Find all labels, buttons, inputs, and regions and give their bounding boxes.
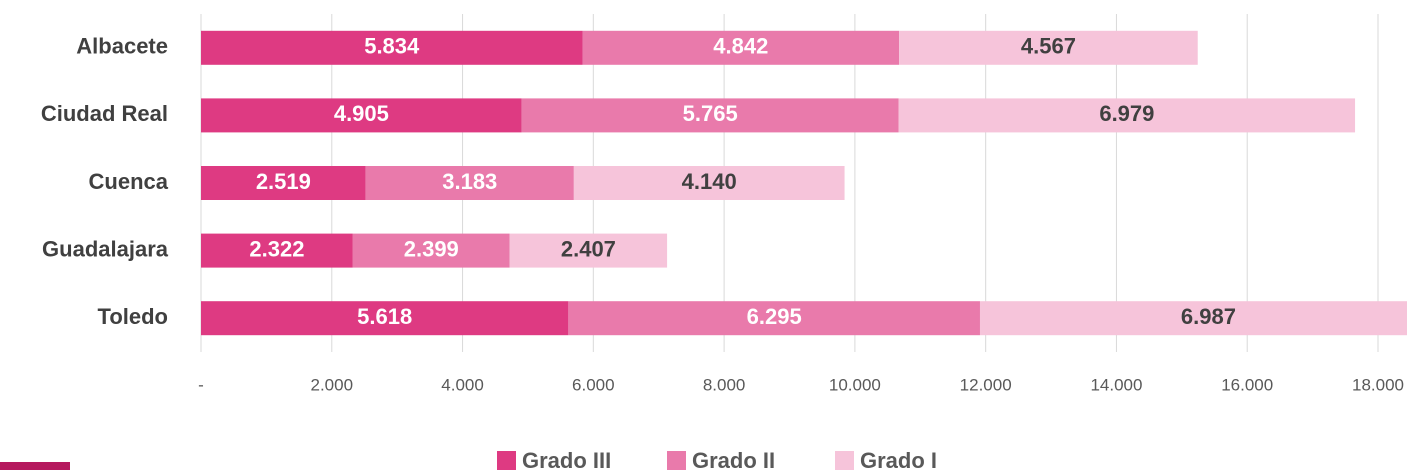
legend-label: Grado II: [692, 448, 775, 470]
data-label: 4.842: [713, 34, 768, 59]
legend-swatch: [497, 451, 516, 470]
category-label: Guadalajara: [42, 236, 169, 261]
data-label: 5.834: [364, 34, 420, 59]
data-label: 4.140: [682, 169, 737, 194]
x-tick-label: 8.000: [703, 375, 746, 394]
data-label: 6.295: [747, 304, 802, 329]
bar-segment: [201, 301, 569, 336]
bar-segment: [201, 166, 366, 200]
bar-segment: [201, 98, 522, 133]
x-tick-label: -: [198, 375, 204, 394]
bar-segment: [365, 166, 574, 200]
x-tick-label: 14.000: [1090, 375, 1142, 394]
x-tick-label: 16.000: [1221, 375, 1273, 394]
data-label: 2.399: [404, 236, 459, 261]
data-label: 3.183: [442, 169, 497, 194]
x-tick-label: 6.000: [572, 375, 615, 394]
legend-swatch: [667, 451, 686, 470]
bar-segment: [568, 301, 980, 336]
bar-segment: [201, 30, 583, 65]
data-label: 5.765: [683, 101, 738, 126]
bar-segment: [352, 233, 510, 268]
x-tick-label: 2.000: [311, 375, 354, 394]
legend-swatch: [835, 451, 854, 470]
x-tick-label: 10.000: [829, 375, 881, 394]
bar-segment: [898, 98, 1356, 133]
decor-block: [0, 462, 70, 470]
data-label: 2.519: [256, 169, 311, 194]
bar-segment: [979, 301, 1407, 336]
data-label: 6.987: [1181, 304, 1236, 329]
legend-label: Grado III: [522, 448, 611, 470]
category-label: Albacete: [76, 34, 168, 59]
data-label: 2.322: [249, 236, 304, 261]
bar-segment: [521, 98, 899, 133]
category-label: Toledo: [98, 304, 168, 329]
bar-segment: [573, 166, 845, 200]
category-label: Cuenca: [89, 169, 169, 194]
x-tick-label: 4.000: [441, 375, 484, 394]
legend-label: Grado I: [860, 448, 937, 470]
bar-segment: [509, 233, 668, 268]
bar-segment: [201, 233, 353, 268]
data-label: 2.407: [561, 236, 616, 261]
data-label: 4.567: [1021, 34, 1076, 59]
bar-segment: [582, 30, 900, 65]
data-label: 5.618: [357, 304, 412, 329]
data-label: 4.905: [334, 101, 389, 126]
category-label: Ciudad Real: [41, 101, 168, 126]
x-tick-label: 12.000: [960, 375, 1012, 394]
bar-segment: [899, 30, 1198, 65]
data-label: 6.979: [1099, 101, 1154, 126]
x-tick-label: 18.000: [1352, 375, 1404, 394]
